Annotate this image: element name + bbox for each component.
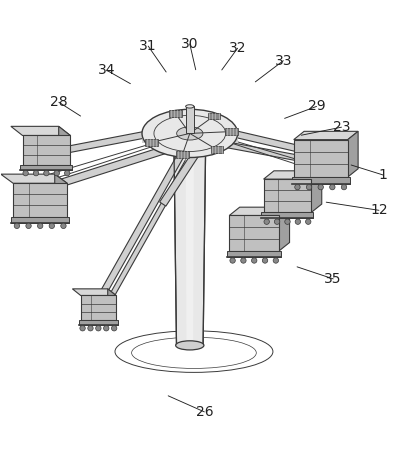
Text: 28: 28 [50, 95, 68, 109]
Ellipse shape [26, 223, 31, 229]
Ellipse shape [241, 258, 246, 263]
Ellipse shape [44, 170, 49, 176]
Polygon shape [294, 140, 348, 177]
Polygon shape [169, 110, 182, 117]
Polygon shape [294, 131, 358, 140]
Polygon shape [65, 126, 174, 153]
Ellipse shape [103, 326, 109, 331]
Ellipse shape [295, 185, 300, 190]
Ellipse shape [295, 219, 301, 224]
Ellipse shape [14, 223, 20, 229]
Polygon shape [174, 150, 206, 345]
Polygon shape [142, 133, 238, 142]
Ellipse shape [33, 170, 39, 176]
Ellipse shape [54, 170, 60, 176]
Polygon shape [264, 179, 311, 213]
Ellipse shape [142, 109, 238, 158]
Polygon shape [1, 174, 67, 183]
Ellipse shape [306, 185, 312, 190]
Text: 1: 1 [379, 168, 387, 182]
Ellipse shape [264, 219, 269, 224]
Polygon shape [208, 113, 220, 120]
Polygon shape [214, 126, 305, 153]
Polygon shape [160, 148, 201, 206]
Polygon shape [264, 171, 322, 179]
Text: 35: 35 [324, 272, 342, 286]
Polygon shape [11, 217, 69, 223]
Ellipse shape [177, 127, 203, 140]
Ellipse shape [274, 219, 280, 224]
Ellipse shape [230, 258, 235, 263]
Ellipse shape [318, 185, 324, 190]
Ellipse shape [23, 170, 28, 176]
Polygon shape [279, 207, 289, 251]
Ellipse shape [176, 341, 204, 350]
Polygon shape [13, 183, 67, 217]
Polygon shape [186, 106, 194, 133]
Ellipse shape [341, 185, 347, 190]
Polygon shape [176, 151, 189, 158]
Ellipse shape [88, 326, 93, 331]
Ellipse shape [111, 326, 117, 331]
Ellipse shape [49, 223, 55, 229]
Polygon shape [211, 147, 223, 153]
Polygon shape [55, 174, 67, 217]
Ellipse shape [306, 219, 311, 224]
Polygon shape [87, 153, 184, 318]
Ellipse shape [186, 105, 194, 108]
Ellipse shape [95, 326, 101, 331]
Ellipse shape [61, 223, 66, 229]
Polygon shape [186, 150, 194, 345]
Polygon shape [73, 289, 116, 295]
Text: 30: 30 [181, 37, 198, 51]
Text: 23: 23 [333, 120, 350, 134]
Polygon shape [348, 131, 358, 177]
Ellipse shape [330, 185, 335, 190]
Polygon shape [20, 164, 73, 170]
Polygon shape [27, 142, 178, 197]
Ellipse shape [80, 326, 85, 331]
Ellipse shape [251, 258, 257, 263]
Polygon shape [229, 216, 279, 251]
Polygon shape [311, 171, 322, 213]
Polygon shape [291, 177, 350, 184]
Polygon shape [226, 128, 238, 135]
Text: 29: 29 [308, 99, 325, 114]
Polygon shape [81, 295, 116, 321]
Text: 12: 12 [370, 203, 388, 217]
Polygon shape [227, 251, 281, 257]
Polygon shape [100, 149, 196, 313]
Ellipse shape [273, 258, 279, 263]
Text: 26: 26 [196, 405, 213, 419]
Polygon shape [146, 139, 158, 146]
Ellipse shape [38, 223, 43, 229]
Polygon shape [108, 289, 116, 321]
Ellipse shape [285, 219, 290, 224]
Text: 33: 33 [274, 54, 292, 68]
Polygon shape [11, 126, 70, 136]
Ellipse shape [262, 258, 268, 263]
Polygon shape [261, 213, 314, 218]
Polygon shape [23, 136, 70, 164]
Polygon shape [229, 207, 289, 216]
Polygon shape [59, 126, 70, 164]
Polygon shape [210, 139, 301, 161]
Text: 32: 32 [229, 41, 246, 55]
Polygon shape [79, 321, 118, 325]
Ellipse shape [65, 170, 70, 176]
Text: 31: 31 [139, 39, 157, 53]
Text: 34: 34 [98, 63, 116, 77]
